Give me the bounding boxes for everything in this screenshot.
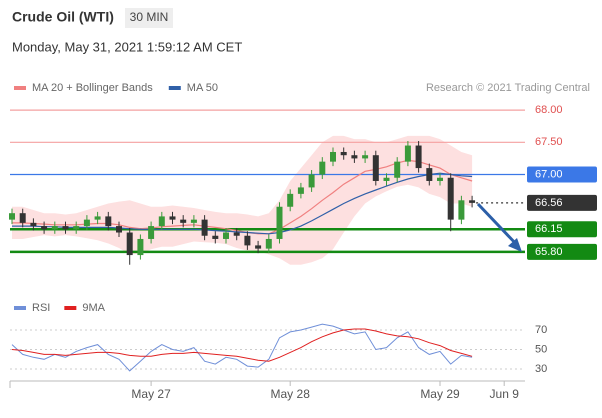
candle-body: [148, 226, 155, 239]
candle-body: [9, 213, 15, 220]
level-label-box: [527, 166, 597, 183]
level-label: 66.15: [535, 223, 563, 235]
legend-swatch: [64, 306, 77, 310]
candle-body: [330, 151, 336, 162]
candle-body: [426, 168, 433, 181]
candle-body: [105, 216, 112, 227]
y-tick-label: 70: [535, 324, 547, 336]
candle-body: [287, 193, 294, 207]
y-tick-label: 30: [535, 363, 547, 375]
candle-body: [437, 177, 443, 181]
candle-body: [404, 145, 411, 162]
level-label: 66.56: [535, 197, 563, 209]
candle-body: [351, 155, 358, 159]
legend-label: MA 50: [187, 82, 218, 94]
candle-body: [190, 219, 197, 223]
level-label-box: [527, 194, 597, 211]
candle-body: [180, 219, 187, 223]
candle-body: [458, 200, 465, 220]
candle-body: [41, 226, 48, 230]
level-label: 68.00: [535, 104, 563, 116]
candle-body: [394, 161, 401, 178]
candle-body: [265, 238, 272, 249]
forecast-arrow: [476, 202, 520, 248]
candle-body: [19, 213, 26, 223]
y-tick-label: 50: [535, 343, 547, 355]
level-label: 67.50: [535, 136, 563, 148]
candle-body: [158, 216, 165, 227]
legend-label: MA 20 + Bollinger Bands: [32, 82, 153, 94]
credit: Research © 2021 Trading Central: [426, 82, 590, 94]
candle-body: [126, 232, 133, 256]
x-tick-label: May 29: [420, 387, 460, 401]
bollinger-band: [12, 135, 473, 265]
candle-body: [223, 232, 229, 239]
level-label-box: [527, 243, 597, 260]
candle-body: [319, 161, 326, 175]
candle-body: [233, 232, 240, 236]
legend-swatch: [168, 86, 181, 90]
candle-body: [447, 177, 454, 220]
x-tick-label: May 28: [271, 387, 311, 401]
candle-body: [383, 177, 390, 181]
candle-body: [372, 155, 379, 181]
legend-label: RSI: [32, 302, 50, 314]
timeframe-box: [125, 8, 173, 28]
candle-body: [62, 226, 69, 230]
candle-body: [212, 235, 219, 239]
candle-body: [137, 238, 144, 256]
level-label: 65.80: [535, 246, 563, 258]
candle-body: [94, 216, 101, 220]
candle-body: [83, 219, 90, 227]
timeframe: 30 MIN: [130, 10, 169, 24]
level-label: 67.00: [535, 168, 563, 180]
candle-body: [116, 226, 122, 233]
indicator-line: [11, 323, 473, 372]
indicator-line: [11, 328, 473, 362]
legend-swatch: [14, 86, 26, 90]
candle-body: [73, 226, 80, 230]
candle-body: [244, 235, 251, 246]
legend-label: 9MA: [82, 302, 105, 314]
candle-body: [169, 216, 176, 220]
candle-body: [415, 145, 422, 169]
legend-swatch: [14, 306, 26, 310]
ma-line: [12, 172, 473, 235]
candle-body: [201, 219, 208, 236]
level-label-box: [527, 221, 597, 238]
datetime: Monday, May 31, 2021 1:59:12 AM CET: [12, 39, 242, 54]
candle-body: [30, 222, 37, 227]
title: Crude Oil (WTI): [12, 9, 114, 25]
candle-body: [308, 174, 315, 188]
forecast-arrow-head: [508, 238, 522, 252]
plot: 68.00 67.50 67.00 66.56 66.15 65.80 MA 20 + Bo…: [9, 82, 597, 401]
candle-body: [255, 245, 262, 249]
candle-body: [362, 155, 369, 159]
candle-body: [51, 226, 58, 230]
x-tick-label: Jun 9: [490, 387, 520, 401]
candle-body: [276, 206, 283, 239]
x-tick-label: May 27: [131, 387, 171, 401]
candle-body: [340, 151, 347, 156]
candle-body: [469, 200, 476, 203]
candle-body: [297, 187, 304, 194]
